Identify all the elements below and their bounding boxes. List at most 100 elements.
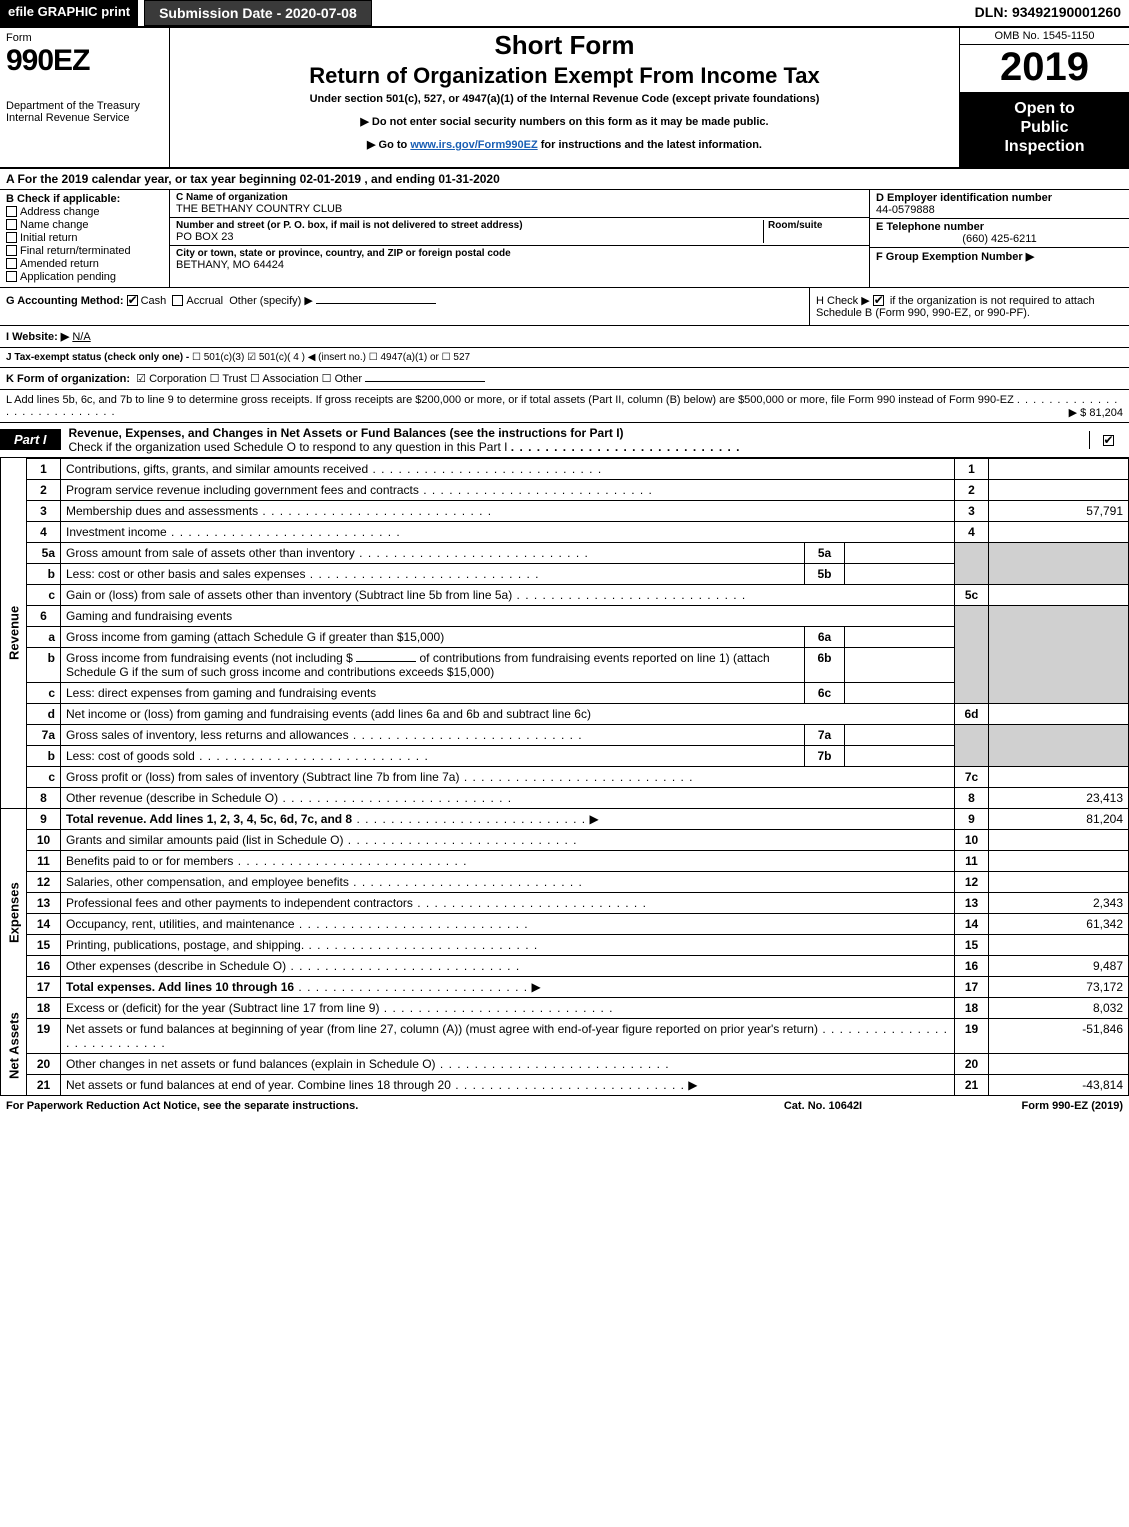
chk-name-change[interactable]: Name change [6,219,163,231]
rv [989,934,1129,955]
i-label: I Website: ▶ [6,331,69,343]
ein-val: 44-0579888 [876,204,1123,216]
ln: 21 [27,1074,61,1095]
chk-cash[interactable] [127,295,138,306]
ln: 12 [27,871,61,892]
goto-pre: ▶ Go to [367,139,410,151]
part1-chk [1089,431,1129,449]
rn: 2 [955,479,989,500]
open-public-inspection: Open to Public Inspection [960,93,1129,167]
accrual-label: Accrual [186,295,223,307]
irs-link[interactable]: www.irs.gov/Form990EZ [410,139,537,151]
j-label: J Tax-exempt status (check only one) - [6,352,189,363]
rv: 2,343 [989,892,1129,913]
chk-amended-return[interactable]: Amended return [6,258,163,270]
open-line1: Open to [964,99,1125,118]
chk-address-change[interactable]: Address change [6,206,163,218]
amount-input[interactable] [356,661,416,662]
checkbox-icon [6,206,17,217]
k-other-input[interactable] [365,381,485,382]
other-input[interactable] [316,303,436,304]
row-9: 9 Total revenue. Add lines 1, 2, 3, 4, 5… [1,808,1129,829]
under-section: Under section 501(c), 527, or 4947(a)(1)… [176,93,953,105]
chk-initial-return[interactable]: Initial return [6,232,163,244]
ln: 19 [27,1018,61,1053]
h-text1: H Check ▶ [816,295,870,307]
row-12: 12 Salaries, other compensation, and emp… [1,871,1129,892]
rn: 21 [955,1074,989,1095]
line-h: H Check ▶ if the organization is not req… [809,288,1129,325]
rv [989,871,1129,892]
desc-text: Total expenses. Add lines 10 through 16 [66,980,294,994]
rv: 73,172 [989,976,1129,997]
rv-shade [989,724,1129,766]
desc: Less: direct expenses from gaming and fu… [61,682,805,703]
rv [989,850,1129,871]
row-6d: d Net income or (loss) from gaming and f… [1,703,1129,724]
ln: 1 [27,458,61,479]
desc-text: Grants and similar amounts paid (list in… [66,833,343,847]
ln: 8 [27,787,61,808]
f-label: F Group Exemption Number ▶ [876,251,1034,263]
rv: -43,814 [989,1074,1129,1095]
desc-text: Less: cost or other basis and sales expe… [66,567,305,581]
in: 6c [805,682,845,703]
ln: 11 [27,850,61,871]
desc: Net assets or fund balances at end of ye… [61,1074,955,1095]
desc: Gross profit or (loss) from sales of inv… [61,766,955,787]
c-name-row: C Name of organization THE BETHANY COUNT… [170,190,869,218]
desc: Net income or (loss) from gaming and fun… [61,703,955,724]
checkbox-icon [6,219,17,230]
d-label: D Employer identification number [876,192,1123,204]
rn: 15 [955,934,989,955]
line-i: I Website: ▶ N/A [0,326,1129,348]
omb-number: OMB No. 1545-1150 [960,28,1129,45]
desc-text: Investment income [66,525,167,539]
form-number: 990EZ [6,44,163,78]
desc-text: Professional fees and other payments to … [66,896,413,910]
row-17: 17 Total expenses. Add lines 10 through … [1,976,1129,997]
cash-label: Cash [141,295,167,307]
chk-accrual[interactable] [172,295,183,306]
desc: Less: cost or other basis and sales expe… [61,563,805,584]
rv: -51,846 [989,1018,1129,1053]
rn: 10 [955,829,989,850]
ln: c [27,682,61,703]
k-opts: ☑ Corporation ☐ Trust ☐ Association ☐ Ot… [136,373,362,385]
part1-tab: Part I [0,429,61,450]
rv: 61,342 [989,913,1129,934]
row-13: 13 Professional fees and other payments … [1,892,1129,913]
rv: 23,413 [989,787,1129,808]
desc-text: Program service revenue including govern… [66,483,419,497]
line-k: K Form of organization: ☑ Corporation ☐ … [0,368,1129,390]
row-7a: 7a Gross sales of inventory, less return… [1,724,1129,745]
line-l: L Add lines 5b, 6c, and 7b to line 9 to … [0,390,1129,423]
part1-sub: Check if the organization used Schedule … [69,440,508,454]
rn-shade [955,724,989,766]
desc: Gross sales of inventory, less returns a… [61,724,805,745]
in: 5a [805,542,845,563]
dots [278,791,512,805]
chk-h[interactable] [873,295,884,306]
desc-text: Gross amount from sale of assets other t… [66,546,355,560]
chk-application-pending[interactable]: Application pending [6,271,163,283]
c-name-label: C Name of organization [176,192,863,203]
row-5c: c Gain or (loss) from sale of assets oth… [1,584,1129,605]
desc: Grants and similar amounts paid (list in… [61,829,955,850]
desc: Gross income from gaming (attach Schedul… [61,626,805,647]
chk-final-return[interactable]: Final return/terminated [6,245,163,257]
ln: 9 [27,808,61,829]
desc: Total expenses. Add lines 10 through 16 … [61,976,955,997]
dots [368,462,602,476]
row-16: 16 Other expenses (describe in Schedule … [1,955,1129,976]
ln: 5a [27,542,61,563]
rv [989,1053,1129,1074]
ln: a [27,626,61,647]
print-link[interactable]: print [101,4,130,19]
c-city-row: City or town, state or province, country… [170,246,869,273]
row-21: 21 Net assets or fund balances at end of… [1,1074,1129,1095]
iv [845,542,955,563]
checkbox-icon[interactable] [1103,435,1114,446]
dots [233,854,467,868]
desc-text: Gross profit or (loss) from sales of inv… [66,770,459,784]
